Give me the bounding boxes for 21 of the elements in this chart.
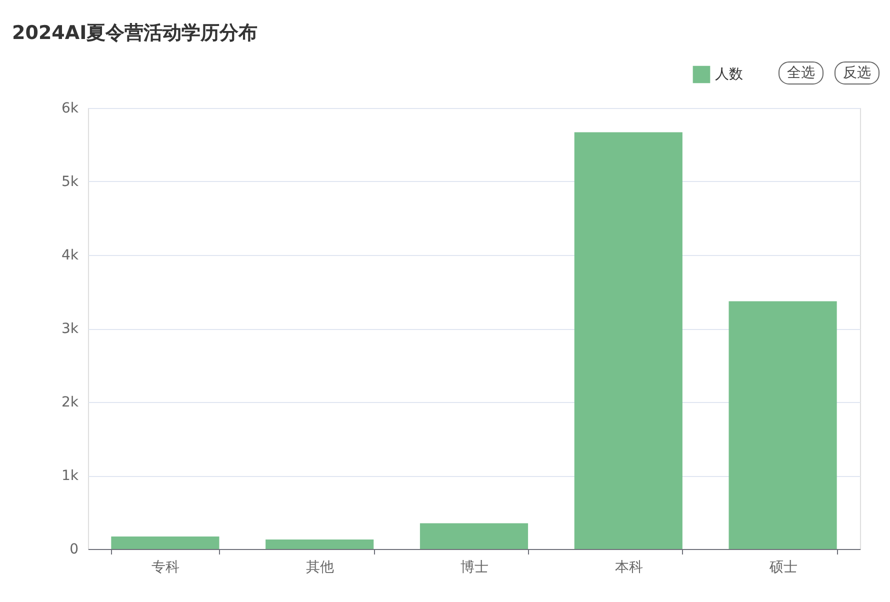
bar [574, 132, 682, 549]
y-tick-label: 5k [61, 174, 80, 190]
x-tick-label: 专科 [152, 560, 180, 576]
y-tick-label: 6k [61, 100, 80, 116]
text: 反选 [843, 65, 871, 81]
y-tick-label: 4k [61, 248, 80, 264]
y-tick-label: 3k [61, 321, 80, 337]
y-tick-label: 1k [61, 468, 80, 484]
x-tick-label: 硕士 [768, 560, 798, 576]
x-tick-label: 本科 [614, 560, 643, 576]
legend-label: 人数 [715, 66, 743, 82]
text: 全选 [787, 65, 815, 81]
bar [420, 523, 528, 549]
y-tick-label: 2k [61, 394, 80, 410]
bar [111, 536, 220, 549]
x-tick-label: 博士 [460, 560, 488, 576]
y-tick-label: 0 [70, 542, 78, 558]
bar [728, 301, 837, 549]
x-tick-label: 其他 [306, 560, 334, 576]
chart-title: 2024AI夏令营活动学历分布 [12, 22, 258, 44]
bar [266, 539, 374, 549]
